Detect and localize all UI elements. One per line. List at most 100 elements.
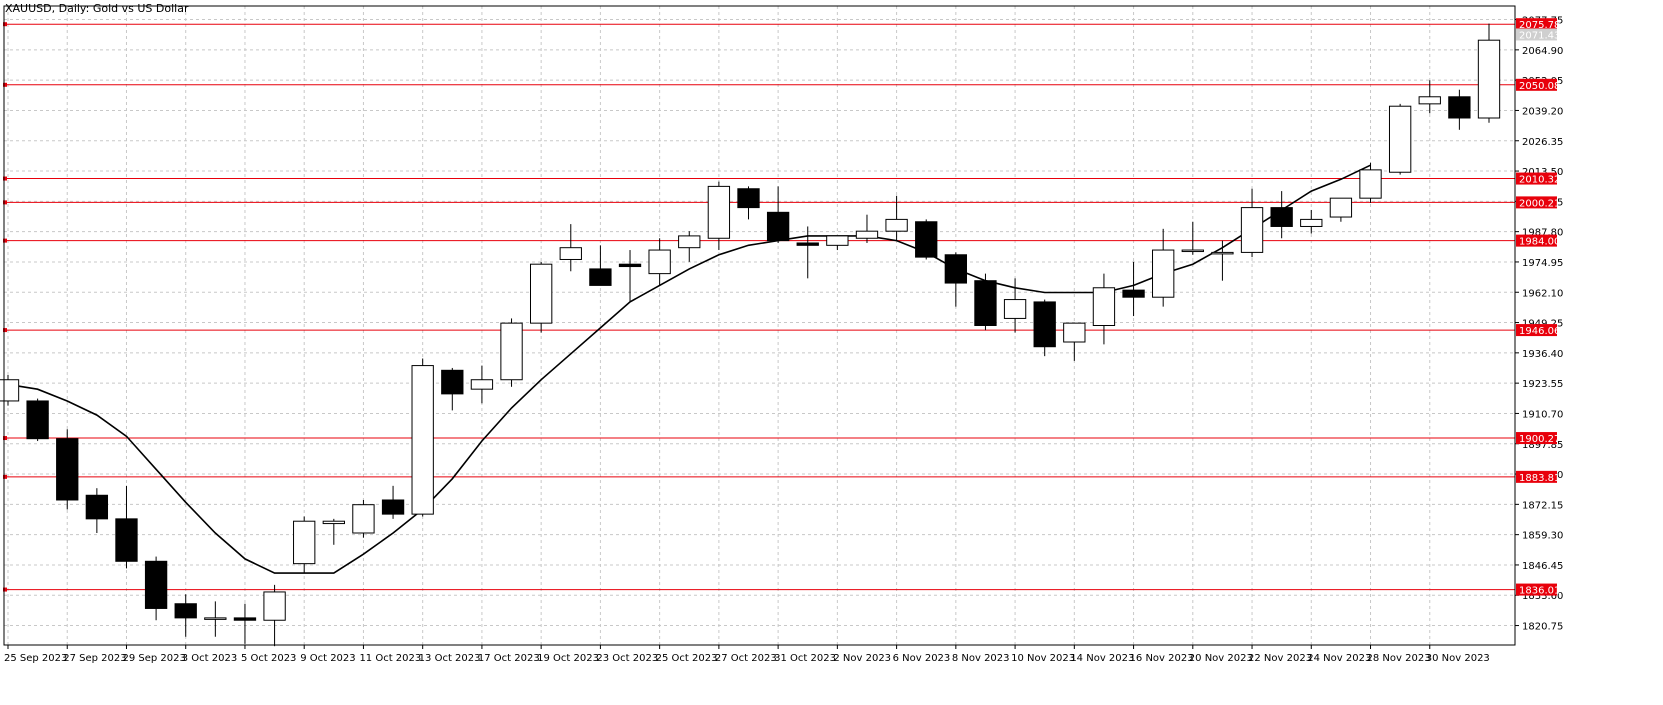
level-label-bg bbox=[1516, 583, 1557, 596]
candle-body-up bbox=[0, 379, 20, 402]
candle-body-up bbox=[1359, 169, 1382, 199]
candle bbox=[678, 231, 701, 262]
moving-average-line bbox=[7, 164, 1371, 574]
x-tick-label: 19 Oct 2023 bbox=[537, 653, 599, 664]
x-tick-label: 17 Oct 2023 bbox=[478, 653, 540, 664]
x-tick-label: 9 Oct 2023 bbox=[300, 653, 355, 664]
candle bbox=[1181, 221, 1204, 255]
candle bbox=[1329, 197, 1353, 222]
candle-body-down bbox=[944, 254, 968, 284]
candle bbox=[944, 252, 968, 307]
candle-body-up bbox=[707, 185, 731, 239]
candle bbox=[1152, 228, 1175, 307]
level-anchor bbox=[3, 22, 7, 27]
candle-body-up bbox=[678, 235, 701, 249]
candle bbox=[500, 318, 523, 387]
candle bbox=[233, 603, 257, 644]
x-tick-label: 27 Oct 2023 bbox=[715, 653, 777, 664]
candle bbox=[411, 358, 434, 517]
level-label-bg bbox=[1516, 324, 1557, 337]
level-label: 1900.27 bbox=[1519, 434, 1560, 445]
candle-body-up bbox=[1418, 96, 1441, 105]
candle-body-down bbox=[974, 280, 997, 326]
candle-body-up bbox=[293, 520, 316, 565]
y-tick-label: 1987.80 bbox=[1522, 228, 1563, 239]
level-label-bg bbox=[1516, 196, 1557, 209]
candle bbox=[648, 238, 671, 286]
candle bbox=[915, 219, 938, 260]
candle-body-up bbox=[411, 365, 434, 515]
y-tick-label: 1936.40 bbox=[1522, 349, 1563, 360]
candle bbox=[589, 245, 612, 286]
candle-body-down bbox=[1270, 207, 1293, 227]
x-tick-label: 3 Oct 2023 bbox=[182, 653, 237, 664]
candle bbox=[263, 584, 286, 647]
candle bbox=[174, 594, 197, 637]
candle-body-down bbox=[1448, 96, 1471, 119]
candle-body-down bbox=[915, 221, 938, 258]
candle bbox=[766, 186, 790, 243]
candle-body-up bbox=[1211, 251, 1234, 255]
candle-body-up bbox=[855, 230, 879, 239]
level-label: 2075.78 bbox=[1519, 20, 1560, 31]
y-tick-label: 1923.55 bbox=[1522, 379, 1563, 390]
level-label: 2050.08 bbox=[1519, 81, 1560, 92]
candle-body-down bbox=[589, 268, 612, 286]
candle-body-up bbox=[1092, 287, 1116, 327]
candle bbox=[1388, 103, 1412, 175]
candle-body-down bbox=[796, 242, 819, 246]
y-tick-label: 1949.25 bbox=[1522, 319, 1563, 330]
level-label: 2010.32 bbox=[1519, 175, 1560, 186]
moving-average bbox=[7, 164, 1371, 574]
candle-body-down bbox=[56, 438, 79, 501]
candle-body-up bbox=[352, 504, 375, 534]
x-tick-label: 27 Sep 2023 bbox=[63, 653, 126, 664]
x-tick-label: 14 Nov 2023 bbox=[1070, 653, 1134, 664]
level-label-bg bbox=[1516, 432, 1557, 445]
candle bbox=[381, 485, 405, 519]
x-tick-label: 25 Sep 2023 bbox=[4, 653, 67, 664]
candle bbox=[1270, 191, 1293, 239]
x-tick-label: 22 Nov 2023 bbox=[1248, 653, 1312, 664]
x-tick-label: 8 Nov 2023 bbox=[952, 653, 1010, 664]
price-axis: 2077.752064.902052.052039.202026.352013.… bbox=[1515, 16, 1563, 633]
level-anchor bbox=[3, 587, 7, 592]
candle bbox=[1063, 322, 1086, 361]
candle bbox=[441, 367, 464, 411]
candle-body-down bbox=[766, 211, 790, 242]
y-tick-label: 1974.95 bbox=[1522, 258, 1563, 269]
grid bbox=[4, 6, 1515, 645]
candle bbox=[529, 261, 553, 333]
candle bbox=[1122, 261, 1145, 317]
x-tick-label: 2 Nov 2023 bbox=[833, 653, 891, 664]
candle-body-down bbox=[26, 400, 49, 440]
candle-body-up bbox=[322, 520, 345, 525]
candle-body-down bbox=[233, 617, 257, 621]
candle-body-down bbox=[618, 263, 642, 268]
level-label-bg bbox=[1516, 18, 1557, 31]
candle bbox=[352, 499, 375, 538]
x-tick-label: 20 Nov 2023 bbox=[1189, 653, 1253, 664]
level-label: 1946.06 bbox=[1519, 326, 1560, 337]
candle bbox=[0, 375, 20, 406]
candle-body-up bbox=[1329, 197, 1353, 218]
candle-body-up bbox=[826, 235, 849, 246]
x-tick-label: 29 Sep 2023 bbox=[122, 653, 185, 664]
candle-body-up bbox=[885, 218, 908, 232]
y-tick-label: 2064.90 bbox=[1522, 46, 1563, 57]
x-tick-label: 28 Nov 2023 bbox=[1367, 653, 1431, 664]
level-anchor bbox=[3, 176, 7, 181]
candle-body-up bbox=[204, 617, 227, 620]
y-tick-label: 2026.35 bbox=[1522, 137, 1563, 148]
candle bbox=[85, 488, 109, 533]
candle bbox=[855, 214, 879, 243]
candle bbox=[293, 516, 316, 574]
candle-body-up bbox=[470, 379, 494, 390]
candle-body-down bbox=[1033, 301, 1056, 348]
level-label: 1984.00 bbox=[1519, 237, 1560, 248]
candle bbox=[885, 195, 908, 241]
candle bbox=[56, 429, 79, 510]
